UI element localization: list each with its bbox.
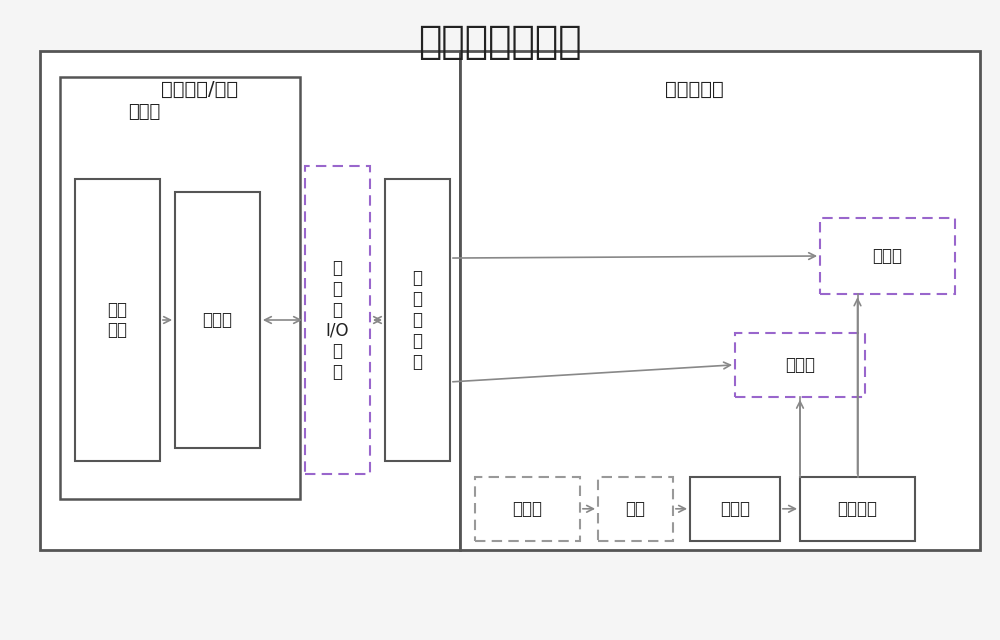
Bar (175, 192, 260, 448)
Text: 模
拟
量
I/O
模
块: 模 拟 量 I/O 模 块 (326, 259, 349, 381)
Text: 尾舵机: 尾舵机 (785, 356, 815, 374)
Text: 舵
机
控
制
器: 舵 机 控 制 器 (413, 269, 422, 371)
Text: 主减: 主减 (626, 500, 646, 518)
Text: 测控间: 测控间 (128, 103, 160, 121)
Text: 地面试验机: 地面试验机 (665, 80, 723, 99)
Text: 主舵机: 主舵机 (872, 247, 902, 265)
Text: 操作
人员: 操作 人员 (108, 301, 128, 339)
Bar (460, 51, 980, 550)
Bar (598, 477, 673, 541)
Bar (305, 166, 370, 474)
Bar (735, 333, 865, 397)
Bar (820, 218, 955, 294)
Bar (800, 477, 915, 541)
Text: 地面联合试验台: 地面联合试验台 (418, 22, 582, 61)
Bar (75, 179, 160, 461)
Text: 发动机: 发动机 (512, 500, 542, 518)
Bar (60, 77, 300, 499)
Bar (690, 477, 780, 541)
Text: 地面台架/设备: 地面台架/设备 (161, 80, 238, 99)
Bar (385, 179, 450, 461)
Text: 液压泵: 液压泵 (720, 500, 750, 518)
Bar (40, 51, 460, 550)
Text: 上位机: 上位机 (202, 311, 232, 329)
Bar (475, 477, 580, 541)
Text: 阀和管路: 阀和管路 (838, 500, 878, 518)
